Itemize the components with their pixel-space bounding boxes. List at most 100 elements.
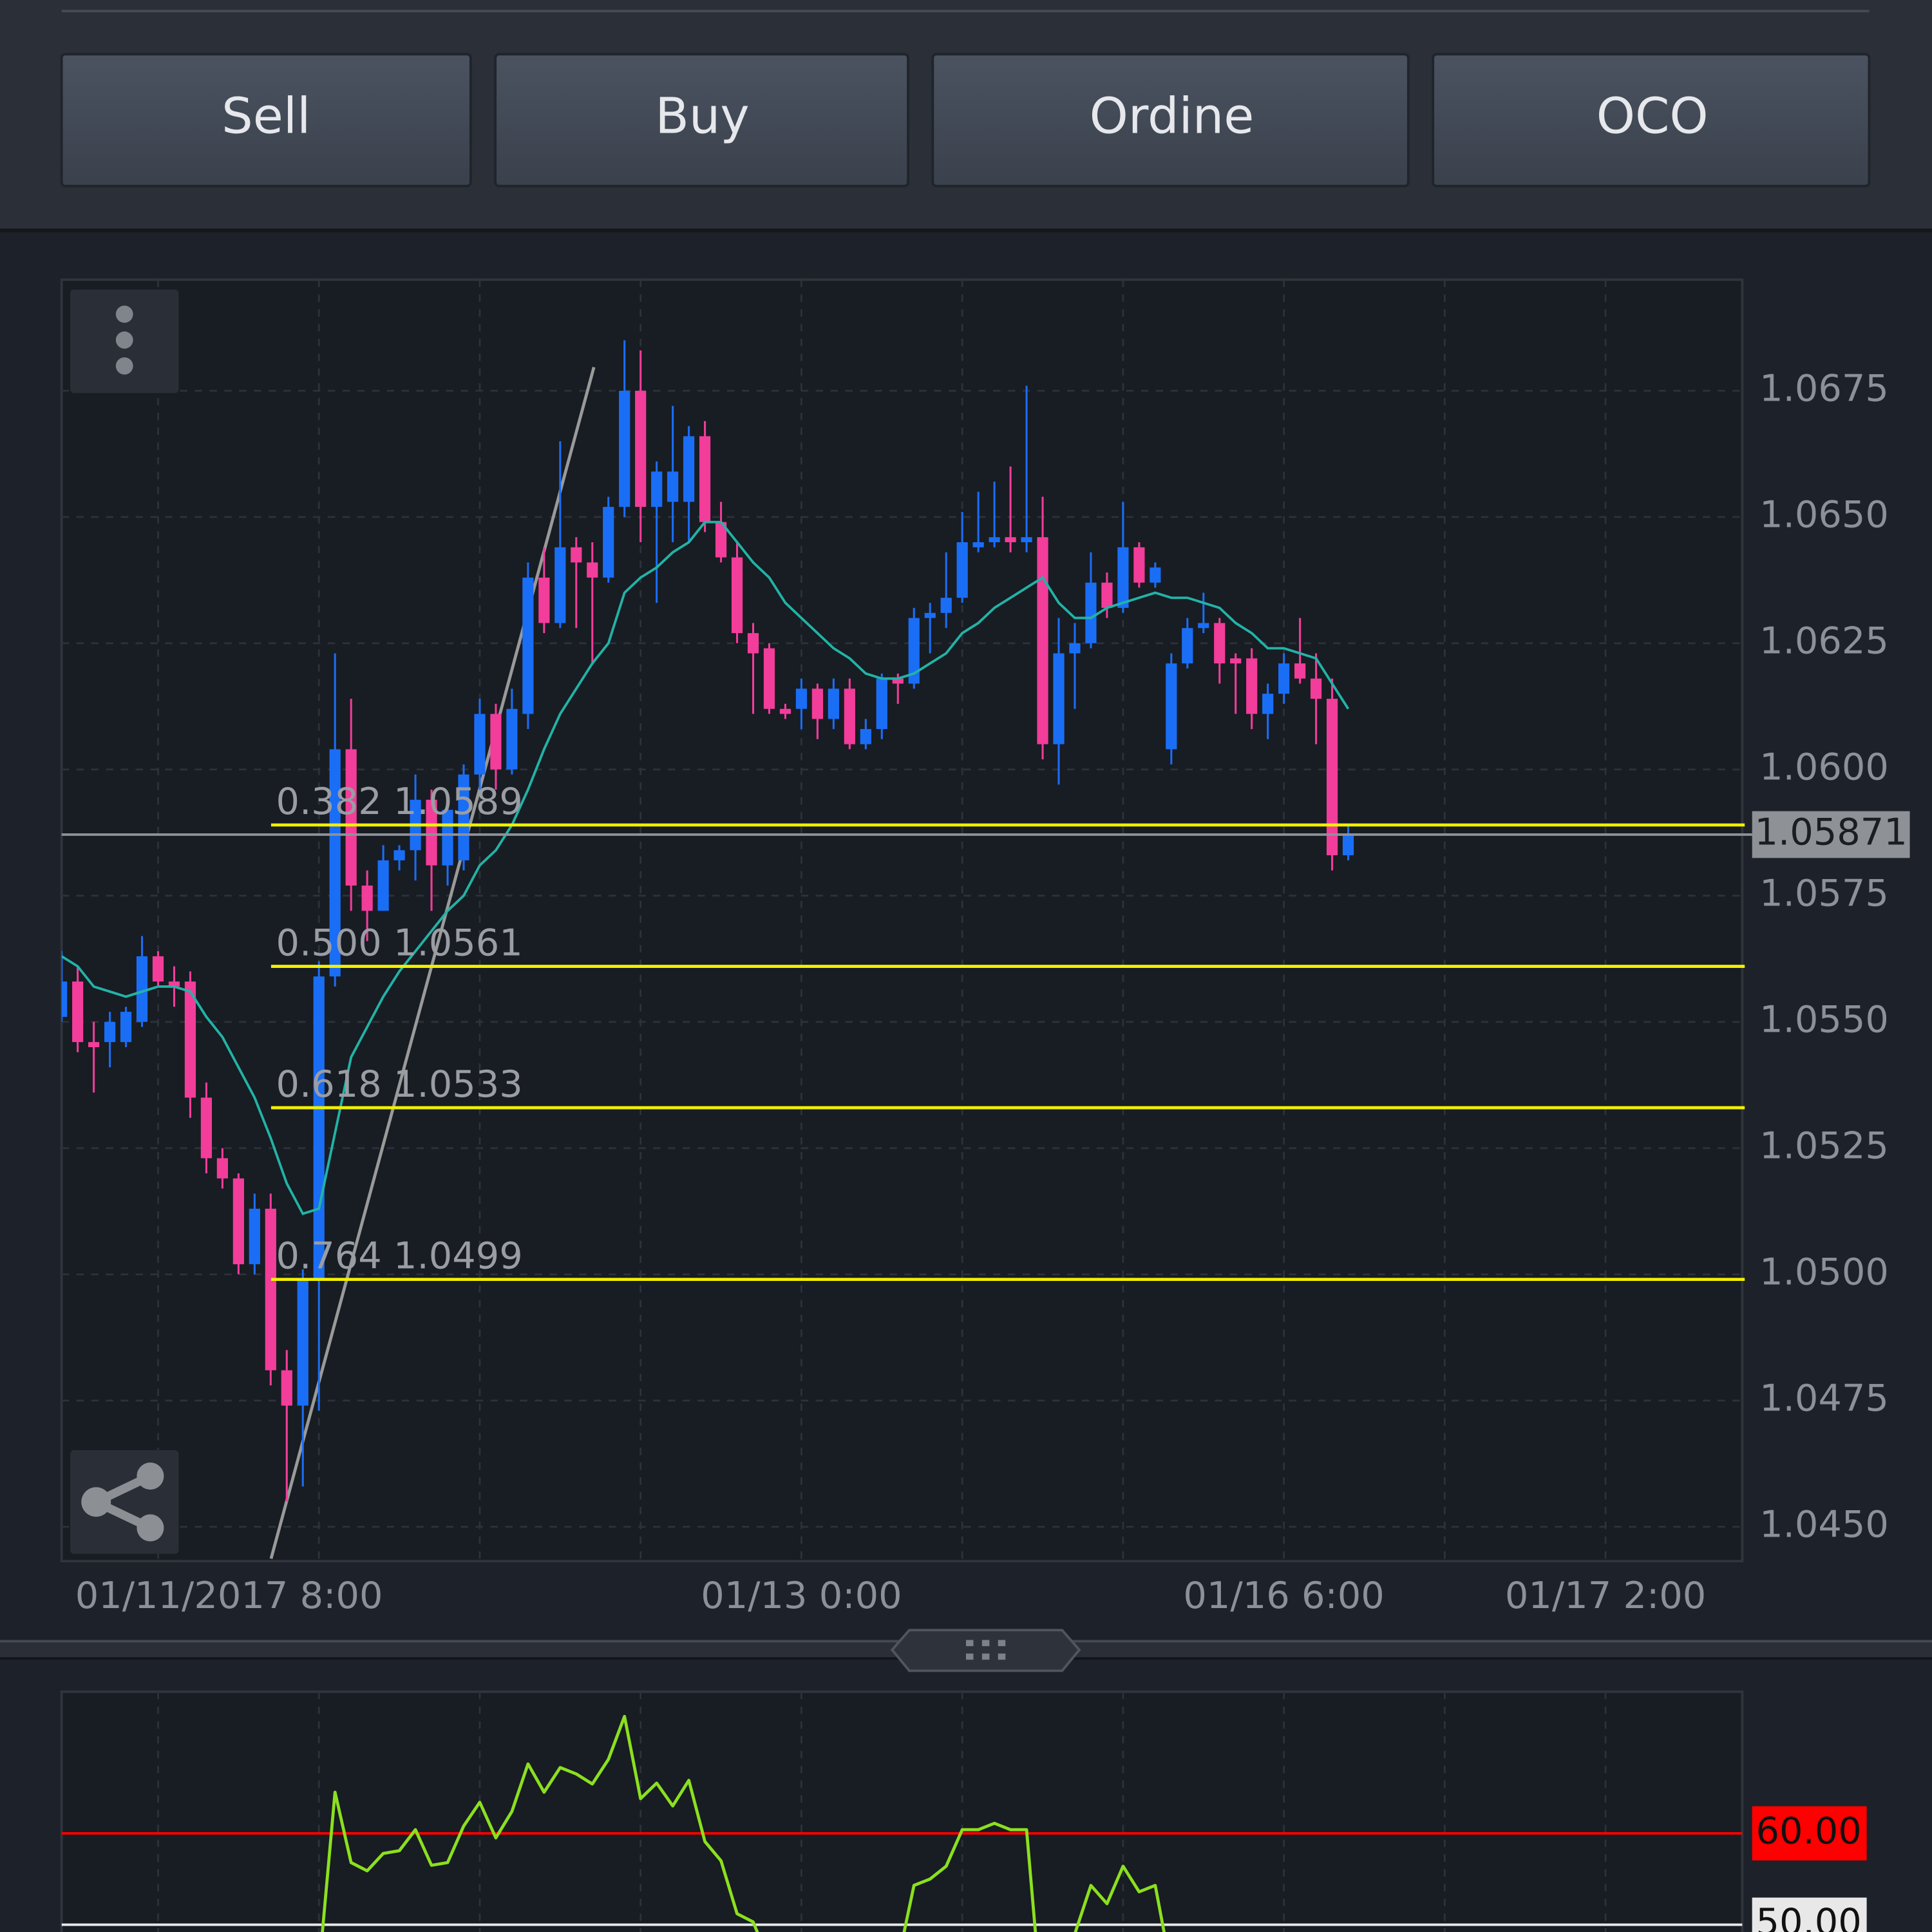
level-box	[1752, 1897, 1867, 1932]
button-label[interactable]: Sell	[222, 88, 310, 146]
button-face[interactable]	[494, 53, 909, 187]
candle-body	[1198, 623, 1209, 629]
y-tick-label: 1.0675	[1759, 366, 1889, 410]
candle-body	[747, 633, 759, 654]
fib-level-label: 0.500 1.0561	[276, 922, 523, 965]
share-icon	[81, 1487, 111, 1517]
candle-body	[763, 648, 775, 709]
y-tick-label: 1.0600	[1759, 745, 1889, 788]
x-tick-label: 01/13 0:00	[701, 1574, 902, 1617]
button-label[interactable]: OCO	[1596, 88, 1709, 146]
candle-body	[972, 542, 984, 547]
candle-body	[876, 678, 887, 730]
candle-body	[136, 956, 148, 1022]
candle-body	[619, 390, 630, 507]
candle-body	[571, 547, 582, 563]
candle-body	[811, 688, 824, 719]
candle-body	[908, 618, 920, 684]
candle-body	[1037, 537, 1048, 744]
candle-body	[329, 749, 341, 977]
candle-body	[683, 436, 695, 502]
order-button[interactable]: Ordine	[931, 53, 1410, 187]
candle-body	[313, 976, 325, 1280]
candle-body	[1069, 643, 1081, 654]
candle-body	[1278, 663, 1290, 694]
candle-body	[844, 688, 855, 744]
fib-level-label: 0.382 1.0589	[276, 780, 523, 823]
candle-body	[1133, 547, 1145, 583]
candle-body	[88, 1042, 100, 1047]
candle-body	[1214, 623, 1226, 664]
candle-body	[1005, 537, 1016, 542]
candle-body	[265, 1208, 276, 1370]
candle-body	[603, 507, 614, 578]
candle-body	[216, 1158, 229, 1179]
candle-body	[860, 729, 871, 744]
candle-body	[522, 577, 534, 714]
button-face[interactable]	[60, 53, 472, 187]
candle-body	[1166, 663, 1177, 750]
y-tick-label: 1.0650	[1759, 493, 1889, 536]
y-tick-label: 1.0500	[1759, 1250, 1889, 1293]
candle-body	[120, 1012, 132, 1043]
y-tick-label: 1.0550	[1759, 998, 1889, 1041]
candle-body	[1182, 628, 1193, 664]
candle-body	[1021, 537, 1032, 542]
candle-body	[731, 557, 743, 634]
candle-body	[152, 956, 164, 982]
candle-body	[297, 1279, 308, 1406]
share-icon	[137, 1463, 164, 1490]
button-face[interactable]	[931, 53, 1410, 187]
panel-splitter[interactable]	[0, 1629, 1932, 1672]
fib-level-label: 0.764 1.0499	[276, 1235, 523, 1278]
y-tick-label: 1.0625	[1759, 619, 1889, 662]
candle-body	[667, 471, 679, 502]
x-tick-label: 01/16 6:00	[1183, 1574, 1384, 1617]
price-plot	[60, 278, 1744, 1563]
share-button[interactable]	[70, 1450, 179, 1554]
candle-body	[200, 1097, 213, 1159]
candle-body	[1053, 653, 1065, 744]
x-tick-label: 01/17 2:00	[1505, 1574, 1706, 1617]
fib-level-label: 0.618 1.0533	[276, 1063, 523, 1106]
price-marks	[61, 340, 1354, 1559]
buy-button[interactable]: Buy	[494, 53, 909, 187]
button-face[interactable]	[1432, 53, 1871, 187]
candle-body	[651, 471, 663, 507]
y-tick-label: 1.0450	[1759, 1502, 1889, 1546]
candle-body	[924, 612, 936, 618]
candle-body	[1117, 547, 1129, 608]
sell-button[interactable]: Sell	[60, 53, 472, 187]
candle-body	[393, 850, 405, 860]
indicator-line	[321, 1714, 1166, 1932]
candle-body	[184, 981, 196, 1098]
candle-body	[1342, 835, 1354, 856]
candle-body	[989, 537, 1000, 542]
candle-body	[1294, 663, 1306, 679]
level-box	[1752, 1806, 1867, 1861]
candle-body	[361, 886, 373, 911]
candle-body	[635, 390, 647, 507]
candle-body	[1085, 582, 1097, 643]
menu-dot	[115, 331, 133, 349]
indicator-overlays: 60.00 50.00	[1752, 1806, 1867, 1932]
candle-body	[699, 436, 711, 522]
candle-body	[956, 542, 968, 598]
menu-dot	[115, 357, 133, 375]
menu-button[interactable]	[70, 289, 179, 393]
button-label[interactable]: Ordine	[1090, 88, 1255, 146]
y-tick-label: 1.0575	[1759, 871, 1889, 914]
candle-body	[1150, 567, 1161, 583]
oco-button[interactable]: OCO	[1432, 53, 1871, 187]
candle-body	[490, 714, 502, 770]
menu-dot	[115, 305, 133, 323]
candle-body	[61, 981, 68, 1017]
splitter-handle[interactable]	[890, 1629, 1081, 1672]
indicator-plot	[60, 1690, 1744, 1932]
splitter-grip	[966, 1640, 1006, 1660]
candle-body	[715, 522, 727, 558]
candle-body	[426, 799, 437, 866]
candle-body	[1246, 658, 1258, 714]
button-label[interactable]: Buy	[655, 88, 749, 146]
